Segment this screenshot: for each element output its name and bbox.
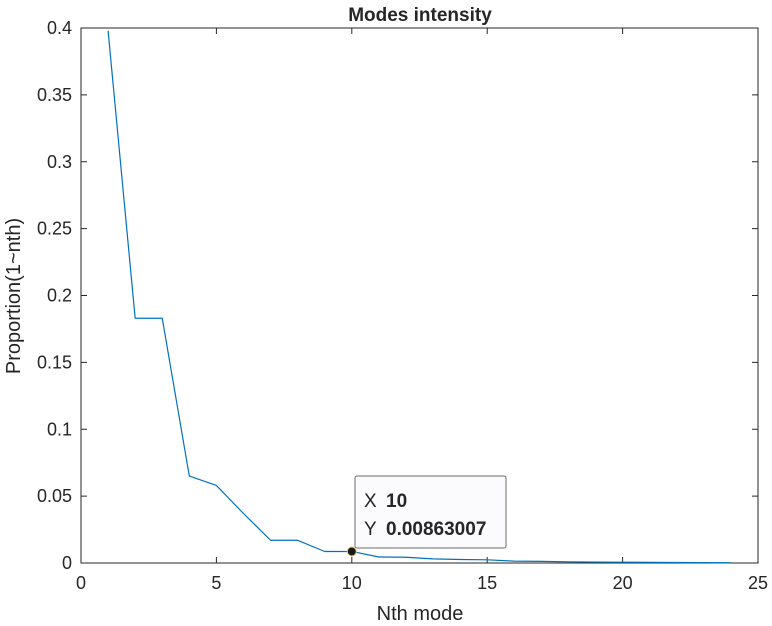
y-tick-label: 0.25 bbox=[37, 219, 72, 239]
datatip-y-value: 0.00863007 bbox=[386, 519, 486, 540]
datatip-y-key: Y bbox=[364, 519, 377, 540]
x-tick-label: 25 bbox=[748, 573, 768, 593]
series-layer bbox=[107, 30, 731, 564]
y-tick-label: 0.3 bbox=[47, 152, 72, 172]
x-tick-label: 10 bbox=[342, 573, 362, 593]
datatip-x-key: X bbox=[364, 491, 377, 512]
y-tick-label: 0.2 bbox=[47, 286, 72, 306]
y-tick-label: 0.1 bbox=[47, 419, 72, 439]
x-tick-label: 20 bbox=[613, 573, 633, 593]
x-tick-label: 5 bbox=[211, 573, 221, 593]
x-axis-title: Nth mode bbox=[377, 603, 464, 625]
axes-box bbox=[80, 27, 759, 564]
datatip-marker[interactable] bbox=[346, 546, 357, 557]
plot-area bbox=[80, 27, 759, 564]
datatip[interactable]: X 10 Y 0.00863007 bbox=[346, 475, 507, 557]
datatip-box bbox=[354, 475, 507, 549]
datatip-x-value: 10 bbox=[386, 491, 407, 512]
x-axis: 0 5 10 15 20 25 bbox=[76, 28, 768, 593]
y-tick-label: 0.15 bbox=[37, 352, 72, 372]
y-tick-label: 0.05 bbox=[37, 486, 72, 506]
series-line bbox=[107, 30, 731, 564]
x-tick-label: 15 bbox=[477, 573, 497, 593]
y-axis: 0 0.05 0.1 0.15 0.2 0.25 0.3 0.35 0.4 bbox=[37, 18, 758, 573]
y-tick-label: 0 bbox=[62, 553, 72, 573]
y-axis-title: Proportion(1~nth) bbox=[3, 218, 25, 374]
y-tick-label: 0.4 bbox=[47, 18, 72, 38]
chart-title: Modes intensity bbox=[348, 5, 492, 26]
y-tick-label: 0.35 bbox=[37, 85, 72, 105]
x-tick-label: 0 bbox=[76, 573, 86, 593]
